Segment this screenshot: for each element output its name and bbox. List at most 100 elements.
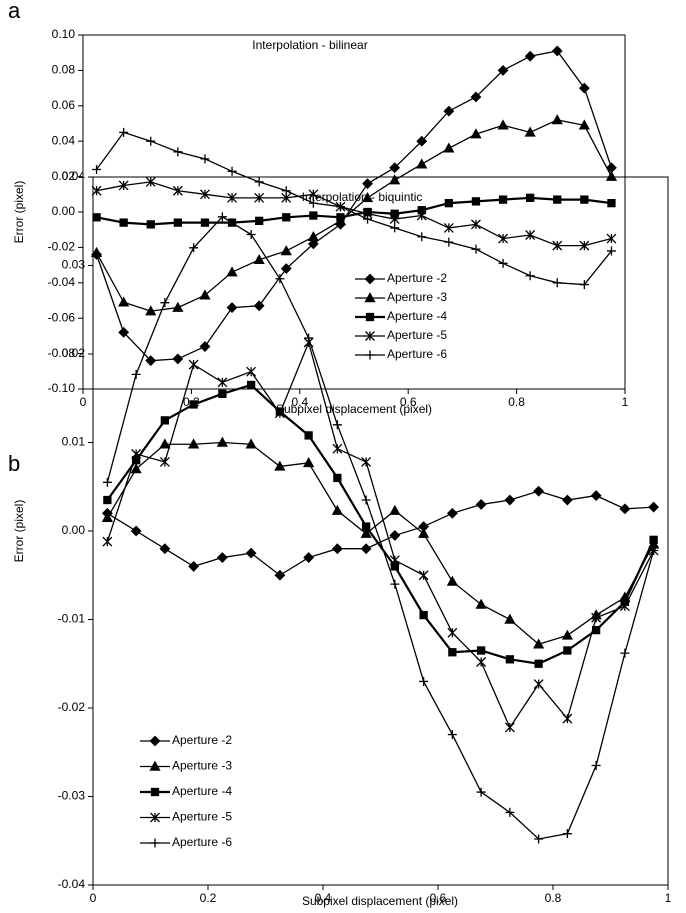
y-tick-label: -0.08 (48, 346, 76, 360)
marker (92, 165, 102, 175)
marker (552, 240, 563, 251)
marker (331, 504, 343, 515)
marker (246, 230, 256, 240)
marker (619, 601, 630, 612)
marker (303, 552, 315, 563)
legend-label: Aperture -4 (172, 784, 232, 798)
legend-label: Aperture -6 (387, 347, 447, 361)
x-axis-label: Subpixel displacement (pixel) (276, 402, 432, 416)
marker (254, 192, 265, 203)
marker (389, 214, 400, 225)
marker (145, 176, 156, 187)
y-tick-label: -0.03 (58, 789, 86, 803)
marker (130, 463, 142, 474)
x-tick-label: 0.6 (400, 395, 417, 409)
x-tick-label: 0 (80, 395, 87, 409)
marker (505, 807, 515, 817)
marker (579, 280, 589, 290)
series-line (106, 215, 655, 840)
marker (245, 438, 257, 449)
marker (307, 238, 319, 250)
marker (446, 507, 458, 519)
x-tick-label: 0.6 (430, 891, 447, 905)
panel-label: a (8, 0, 21, 23)
legend-marker (150, 787, 160, 797)
marker (563, 646, 572, 655)
marker (497, 119, 509, 130)
marker (471, 197, 481, 206)
y-tick-label: 0.02 (52, 169, 76, 183)
marker (361, 457, 372, 467)
marker (199, 289, 211, 300)
legend-marker (364, 273, 376, 285)
marker (606, 233, 617, 244)
marker (443, 105, 455, 117)
marker (444, 237, 454, 247)
marker (533, 485, 545, 497)
marker (281, 186, 291, 196)
marker (362, 178, 373, 190)
marker (331, 543, 343, 555)
marker (389, 530, 401, 541)
plot-frame (92, 176, 669, 886)
marker (416, 158, 428, 169)
marker (332, 443, 343, 454)
marker (605, 170, 618, 181)
marker (309, 211, 318, 220)
legend-marker (364, 292, 376, 303)
marker (443, 222, 454, 233)
marker (524, 126, 536, 137)
y-tick-label: -0.10 (48, 381, 76, 395)
y-tick-label: 0.10 (52, 27, 76, 41)
panel-label: b (8, 451, 20, 476)
marker (199, 341, 211, 352)
y-axis-label: Error (pixel) (12, 181, 26, 244)
legend-label: Aperture -3 (387, 290, 447, 304)
y-tick-label: -0.02 (58, 700, 86, 714)
legend-marker (365, 312, 375, 322)
marker (419, 610, 428, 620)
marker (199, 189, 210, 200)
marker (580, 195, 589, 204)
marker (304, 431, 313, 440)
legend-marker (365, 350, 375, 360)
marker (360, 543, 372, 555)
marker (275, 274, 285, 284)
marker (188, 438, 200, 449)
marker (217, 212, 227, 222)
marker (533, 679, 544, 690)
marker (246, 366, 257, 377)
legend-label: Aperture -2 (172, 733, 232, 747)
marker (504, 494, 516, 506)
marker (254, 177, 264, 187)
marker (200, 218, 210, 227)
legend-label: Aperture -2 (387, 271, 447, 285)
marker (146, 136, 156, 146)
marker (274, 460, 286, 471)
series-line (95, 50, 613, 362)
marker (188, 560, 200, 572)
series-line (96, 131, 612, 286)
marker (533, 638, 545, 649)
marker (476, 646, 486, 655)
marker (102, 536, 113, 547)
marker (280, 245, 292, 256)
marker (606, 246, 616, 256)
marker (526, 193, 535, 202)
marker (562, 829, 572, 839)
marker (418, 570, 429, 581)
marker (361, 192, 374, 203)
marker (173, 147, 183, 157)
marker (216, 436, 228, 447)
marker (226, 302, 238, 313)
series-line (106, 441, 655, 646)
marker (591, 761, 601, 771)
marker (389, 504, 401, 515)
marker (118, 326, 130, 338)
marker (497, 64, 509, 76)
x-tick-label: 0.4 (291, 395, 308, 409)
marker (470, 128, 482, 139)
y-tick-label: -0.04 (58, 877, 86, 891)
y-tick-label: -0.04 (48, 275, 76, 289)
marker (102, 477, 112, 487)
